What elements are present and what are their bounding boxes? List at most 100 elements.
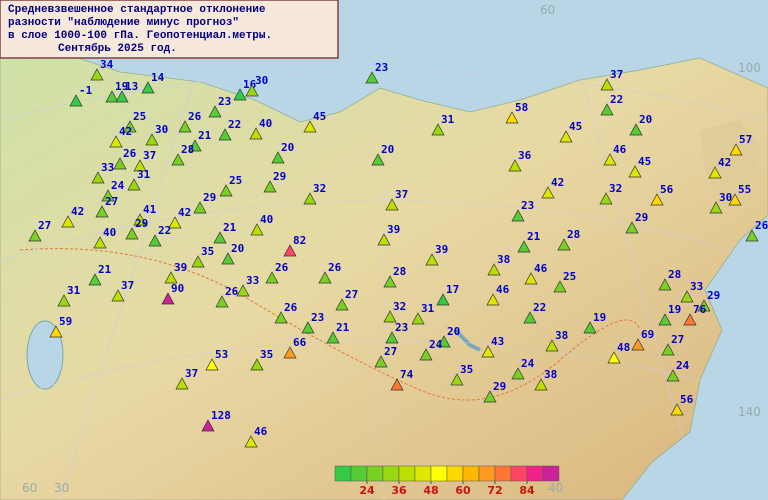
station-value: 22 (158, 224, 171, 237)
legend-swatch (334, 465, 352, 482)
caspian (26, 320, 64, 390)
station-value: 28 (393, 265, 406, 278)
station-value: 45 (313, 110, 326, 123)
legend-swatch (542, 465, 560, 482)
station-marker (650, 193, 664, 206)
station-value: 14 (151, 71, 165, 84)
station-marker (161, 292, 175, 305)
station-value: 26 (225, 285, 239, 298)
station-value: 27 (38, 219, 51, 232)
station-value: 23 (521, 199, 534, 212)
station-value: 31 (67, 284, 81, 297)
station-value: 21 (223, 221, 237, 234)
station-value: 24 (111, 179, 125, 192)
legend-swatch (510, 465, 528, 482)
legend-swatch (446, 465, 464, 482)
station-marker (213, 231, 227, 244)
station-value: 20 (381, 143, 394, 156)
station-value: 76 (693, 303, 707, 316)
station-value: 23 (311, 311, 324, 324)
station-value: 42 (71, 205, 84, 218)
station-value: 35 (460, 363, 473, 376)
grid-labels: 60 30 40 60 100 140 (22, 3, 761, 495)
station-value: 31 (137, 168, 151, 181)
station-marker (61, 215, 75, 228)
station-marker (425, 253, 439, 266)
station-marker (69, 94, 83, 107)
station-value: 13 (125, 80, 138, 93)
station-value: 36 (518, 149, 532, 162)
station-marker (600, 78, 614, 91)
station-value: 29 (273, 170, 286, 183)
station-marker (709, 201, 723, 214)
station-marker (365, 71, 379, 84)
station-marker (553, 280, 567, 293)
station-marker (111, 289, 125, 302)
station-marker (524, 272, 538, 285)
station-value: 31 (441, 113, 455, 126)
station-marker (263, 180, 277, 193)
station-marker (377, 233, 391, 246)
station-marker (57, 294, 71, 307)
station-value: 19 (593, 311, 606, 324)
station-value: 20 (281, 141, 294, 154)
station-marker (508, 159, 522, 172)
station-value: 25 (563, 270, 576, 283)
station-marker (680, 290, 694, 303)
station-marker (628, 165, 642, 178)
station-value: 22 (533, 301, 546, 314)
title-line: Сентябрь 2025 год. (58, 42, 177, 55)
legend-swatch (350, 465, 368, 482)
station-marker (250, 358, 264, 371)
station-value: 53 (215, 348, 228, 361)
station-marker (629, 123, 643, 136)
station-value: 24 (676, 359, 690, 372)
station-marker (486, 293, 500, 306)
station-marker (607, 351, 621, 364)
station-value: 20 (447, 325, 460, 338)
station-marker (600, 103, 614, 116)
station-marker (303, 120, 317, 133)
station-marker (523, 311, 537, 324)
station-value: 26 (328, 261, 342, 274)
station-marker (450, 373, 464, 386)
station-marker (303, 192, 317, 205)
station-marker (383, 275, 397, 288)
station-marker (201, 419, 215, 432)
station-value: 26 (275, 261, 289, 274)
legend-label: 84 (519, 484, 535, 497)
station-value: 66 (293, 336, 307, 349)
station-value: 30 (719, 191, 732, 204)
station-value: 30 (255, 74, 268, 87)
station-marker (191, 255, 205, 268)
station-marker (236, 284, 250, 297)
station-marker (728, 193, 742, 206)
station-value: 32 (393, 300, 406, 313)
station-marker (90, 68, 104, 81)
station-value: 25 (229, 174, 242, 187)
station-value: 39 (174, 261, 187, 274)
station-marker (374, 355, 388, 368)
station-value: 40 (260, 213, 273, 226)
station-marker (115, 90, 129, 103)
station-value: 31 (421, 302, 435, 315)
grid-label: 40 (548, 481, 563, 495)
station-marker (658, 278, 672, 291)
station-value: 33 (101, 161, 114, 174)
station-value: 37 (143, 149, 156, 162)
station-marker (127, 178, 141, 191)
station-marker (390, 378, 404, 391)
station-value: 34 (100, 58, 114, 71)
station-value: 37 (610, 68, 623, 81)
station-marker (148, 234, 162, 247)
station-marker (91, 171, 105, 184)
station-marker (335, 298, 349, 311)
station-value: 20 (639, 113, 652, 126)
station-marker (658, 313, 672, 326)
station-value: 23 (395, 321, 408, 334)
station-marker (178, 120, 192, 133)
station-marker (559, 130, 573, 143)
station-marker (168, 216, 182, 229)
station-value: 26 (284, 301, 298, 314)
station-marker (164, 271, 178, 284)
